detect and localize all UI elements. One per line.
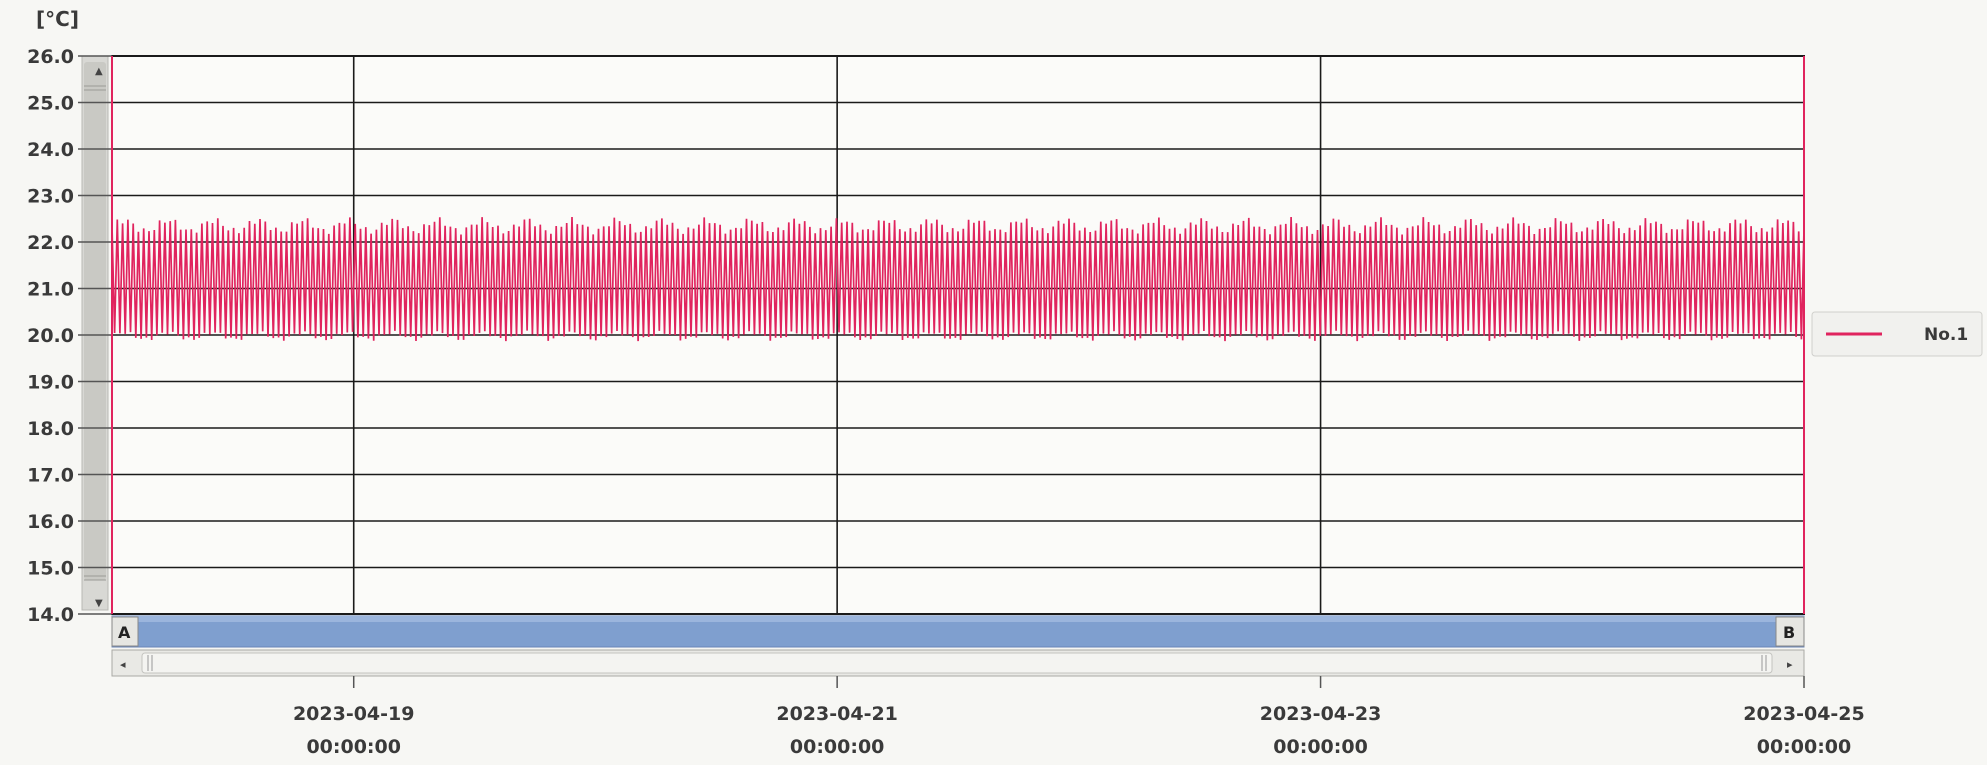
- y-tick-label: 26.0: [27, 46, 74, 68]
- svg-text:A: A: [118, 623, 131, 642]
- series-no1-line: [111, 216, 1805, 342]
- x-axis: 2023-04-19 00:00:00 2023-04-21 00:00:00 2023…: [293, 676, 1865, 758]
- y-tick-label: 24.0: [27, 139, 74, 161]
- scroll-right-arrow-icon[interactable]: ▸: [1787, 658, 1793, 671]
- vertical-scrollbar[interactable]: [81, 55, 109, 611]
- range-selector[interactable]: [111, 615, 1805, 648]
- scroll-left-arrow-icon[interactable]: ◂: [120, 658, 126, 671]
- y-tick-label: 18.0: [27, 418, 74, 440]
- y-axis: 14.0 15.0 16.0 17.0 18.0 19.0 20.0 21.0 22.0 23.0…: [27, 46, 112, 626]
- x-tick-time: 00:00:00: [306, 736, 401, 758]
- y-tick-label: 16.0: [27, 511, 74, 533]
- x-tick-time: 00:00:00: [1273, 736, 1368, 758]
- y-tick-label: 14.0: [27, 604, 74, 626]
- y-tick-label: 15.0: [27, 558, 74, 580]
- y-tick-label: 21.0: [27, 279, 74, 301]
- svg-text:B: B: [1783, 623, 1795, 642]
- x-tick-date: 2023-04-23: [1260, 703, 1382, 725]
- legend: No.1: [1811, 311, 1983, 357]
- x-tick-date: 2023-04-21: [776, 703, 898, 725]
- range-marker-a[interactable]: A: [111, 616, 139, 647]
- horizontal-scrollbar[interactable]: [111, 649, 1805, 677]
- y-tick-label: 19.0: [27, 372, 74, 394]
- scroll-down-arrow-icon[interactable]: ▼: [95, 598, 103, 609]
- y-tick-label: 22.0: [27, 232, 74, 254]
- y-tick-label: 20.0: [27, 325, 74, 347]
- range-marker-b[interactable]: B: [1775, 616, 1805, 647]
- x-tick-time: 00:00:00: [790, 736, 885, 758]
- x-tick-date: 2023-04-25: [1743, 703, 1865, 725]
- y-tick-label: 25.0: [27, 93, 74, 115]
- series-layer: [111, 56, 1805, 614]
- plot-grid: [111, 55, 1805, 615]
- x-tick-time: 00:00:00: [1757, 736, 1852, 758]
- y-tick-label: 17.0: [27, 465, 74, 487]
- x-tick-date: 2023-04-19: [293, 703, 415, 725]
- scroll-up-arrow-icon[interactable]: ▲: [95, 66, 103, 77]
- y-tick-label: 23.0: [27, 186, 74, 208]
- y-unit-label: [°C]: [36, 7, 79, 31]
- legend-label-no1: No.1: [1924, 325, 1968, 345]
